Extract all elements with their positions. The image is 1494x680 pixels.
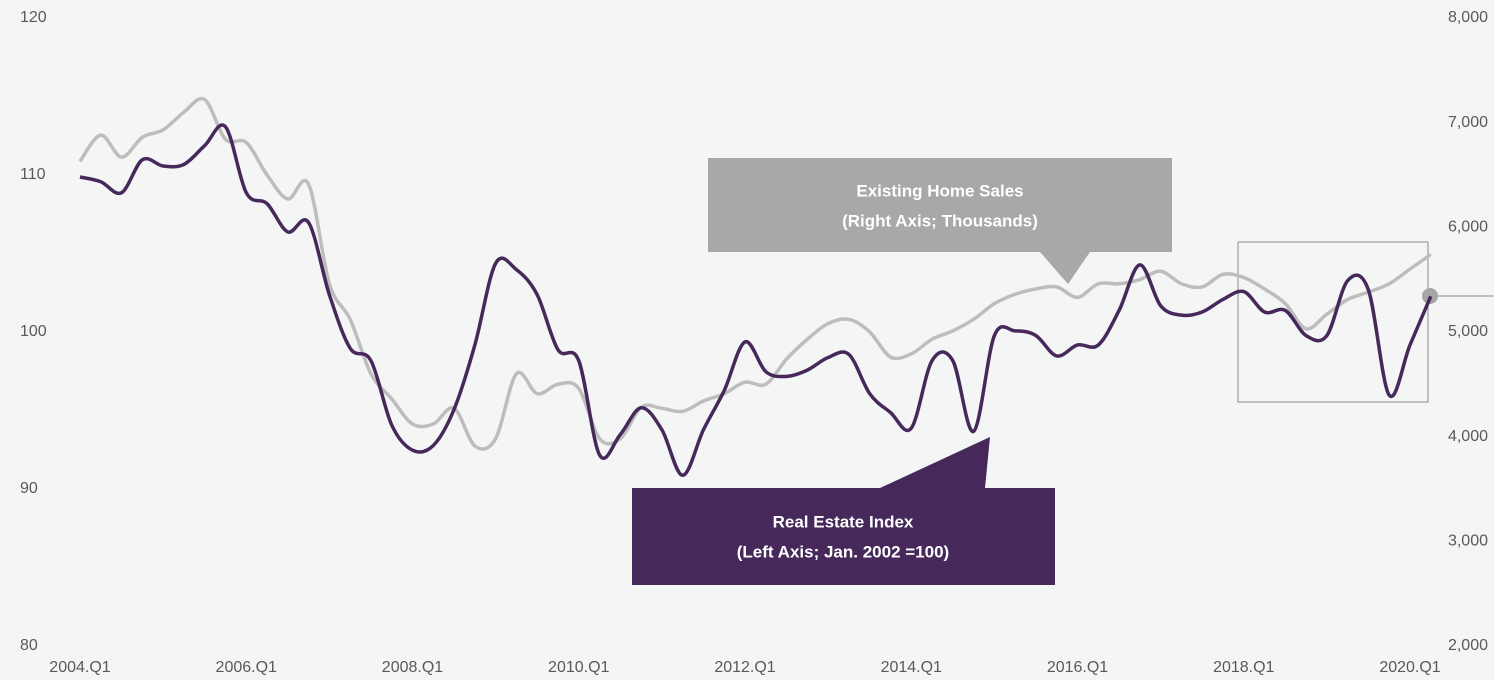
y-tick-label: 80 [20,637,38,654]
y-tick-label: 100 [20,323,47,340]
y2-tick-label: 2,000 [1448,637,1488,654]
x-tick-label: 2020.Q1 [1379,659,1440,676]
annotation: Real Estate Index [773,512,914,531]
x-tick-label: 2008.Q1 [382,659,443,676]
y2-tick-label: 4,000 [1448,428,1488,445]
x-tick-label: 2014.Q1 [881,659,942,676]
annotation: (Right Axis; Thousands) [842,211,1038,230]
x-tick-label: 2010.Q1 [548,659,609,676]
highlight-box [1237,241,1429,403]
x-tick-label: 2006.Q1 [216,659,277,676]
annotation: Existing Home Sales [856,181,1023,200]
x-tick-label: 2012.Q1 [714,659,775,676]
series-line [79,123,1433,478]
y-tick-label: 120 [20,9,47,26]
x-tick-label: 2004.Q1 [49,659,110,676]
callout-sales [708,158,1172,284]
y2-tick-label: 3,000 [1448,533,1488,550]
y-tick-label: 90 [20,480,38,497]
callout-index [632,437,1055,585]
y2-tick-label: 5,000 [1448,323,1488,340]
y-tick-label: 110 [20,166,46,183]
y2-tick-label: 6,000 [1448,219,1488,236]
x-tick-label: 2016.Q1 [1047,659,1108,676]
y2-tick-label: 8,000 [1448,9,1488,26]
x-tick-label: 2018.Q1 [1213,659,1274,676]
series-line [78,96,1432,451]
y2-tick-label: 7,000 [1448,114,1488,131]
annotation: (Left Axis; Jan. 2002 =100) [737,542,949,561]
